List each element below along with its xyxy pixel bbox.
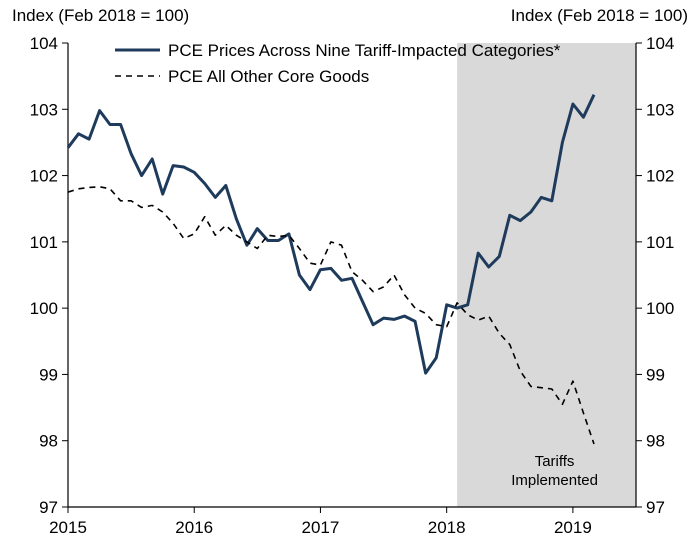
right-y-tick-label: 104 (646, 34, 674, 53)
x-tick-label: 2015 (49, 518, 87, 537)
right-y-tick-label: 101 (646, 233, 674, 252)
left-y-tick-label: 100 (30, 299, 58, 318)
left-y-tick-label: 104 (30, 34, 58, 53)
x-tick-label: 2019 (554, 518, 592, 537)
x-tick-label: 2016 (175, 518, 213, 537)
right-y-tick-label: 99 (646, 365, 665, 384)
left-y-tick-label: 99 (39, 365, 58, 384)
x-tick-label: 2017 (302, 518, 340, 537)
right-y-tick-label: 102 (646, 167, 674, 186)
left-axis-title: Index (Feb 2018 = 100) (12, 6, 190, 25)
tariffs-implemented-label: Tariffs (535, 453, 575, 470)
right-y-tick-label: 103 (646, 100, 674, 119)
tariff-shaded-region (457, 43, 636, 507)
right-y-tick-label: 97 (646, 498, 665, 517)
legend-label: PCE Prices Across Nine Tariff-Impacted C… (168, 41, 561, 60)
series-line-other-core-goods (67, 186, 595, 445)
legend-label: PCE All Other Core Goods (168, 67, 369, 86)
right-axis-title: Index (Feb 2018 = 100) (510, 6, 688, 25)
left-y-tick-label: 98 (39, 432, 58, 451)
left-y-tick-label: 102 (30, 167, 58, 186)
tariffs-implemented-label: Implemented (511, 472, 598, 489)
left-y-tick-label: 97 (39, 498, 58, 517)
series-line-tariff-categories (66, 94, 596, 375)
x-tick-label: 2018 (428, 518, 466, 537)
right-y-tick-label: 100 (646, 299, 674, 318)
left-y-tick-label: 103 (30, 100, 58, 119)
right-y-tick-label: 98 (646, 432, 665, 451)
left-y-tick-label: 101 (30, 233, 58, 252)
